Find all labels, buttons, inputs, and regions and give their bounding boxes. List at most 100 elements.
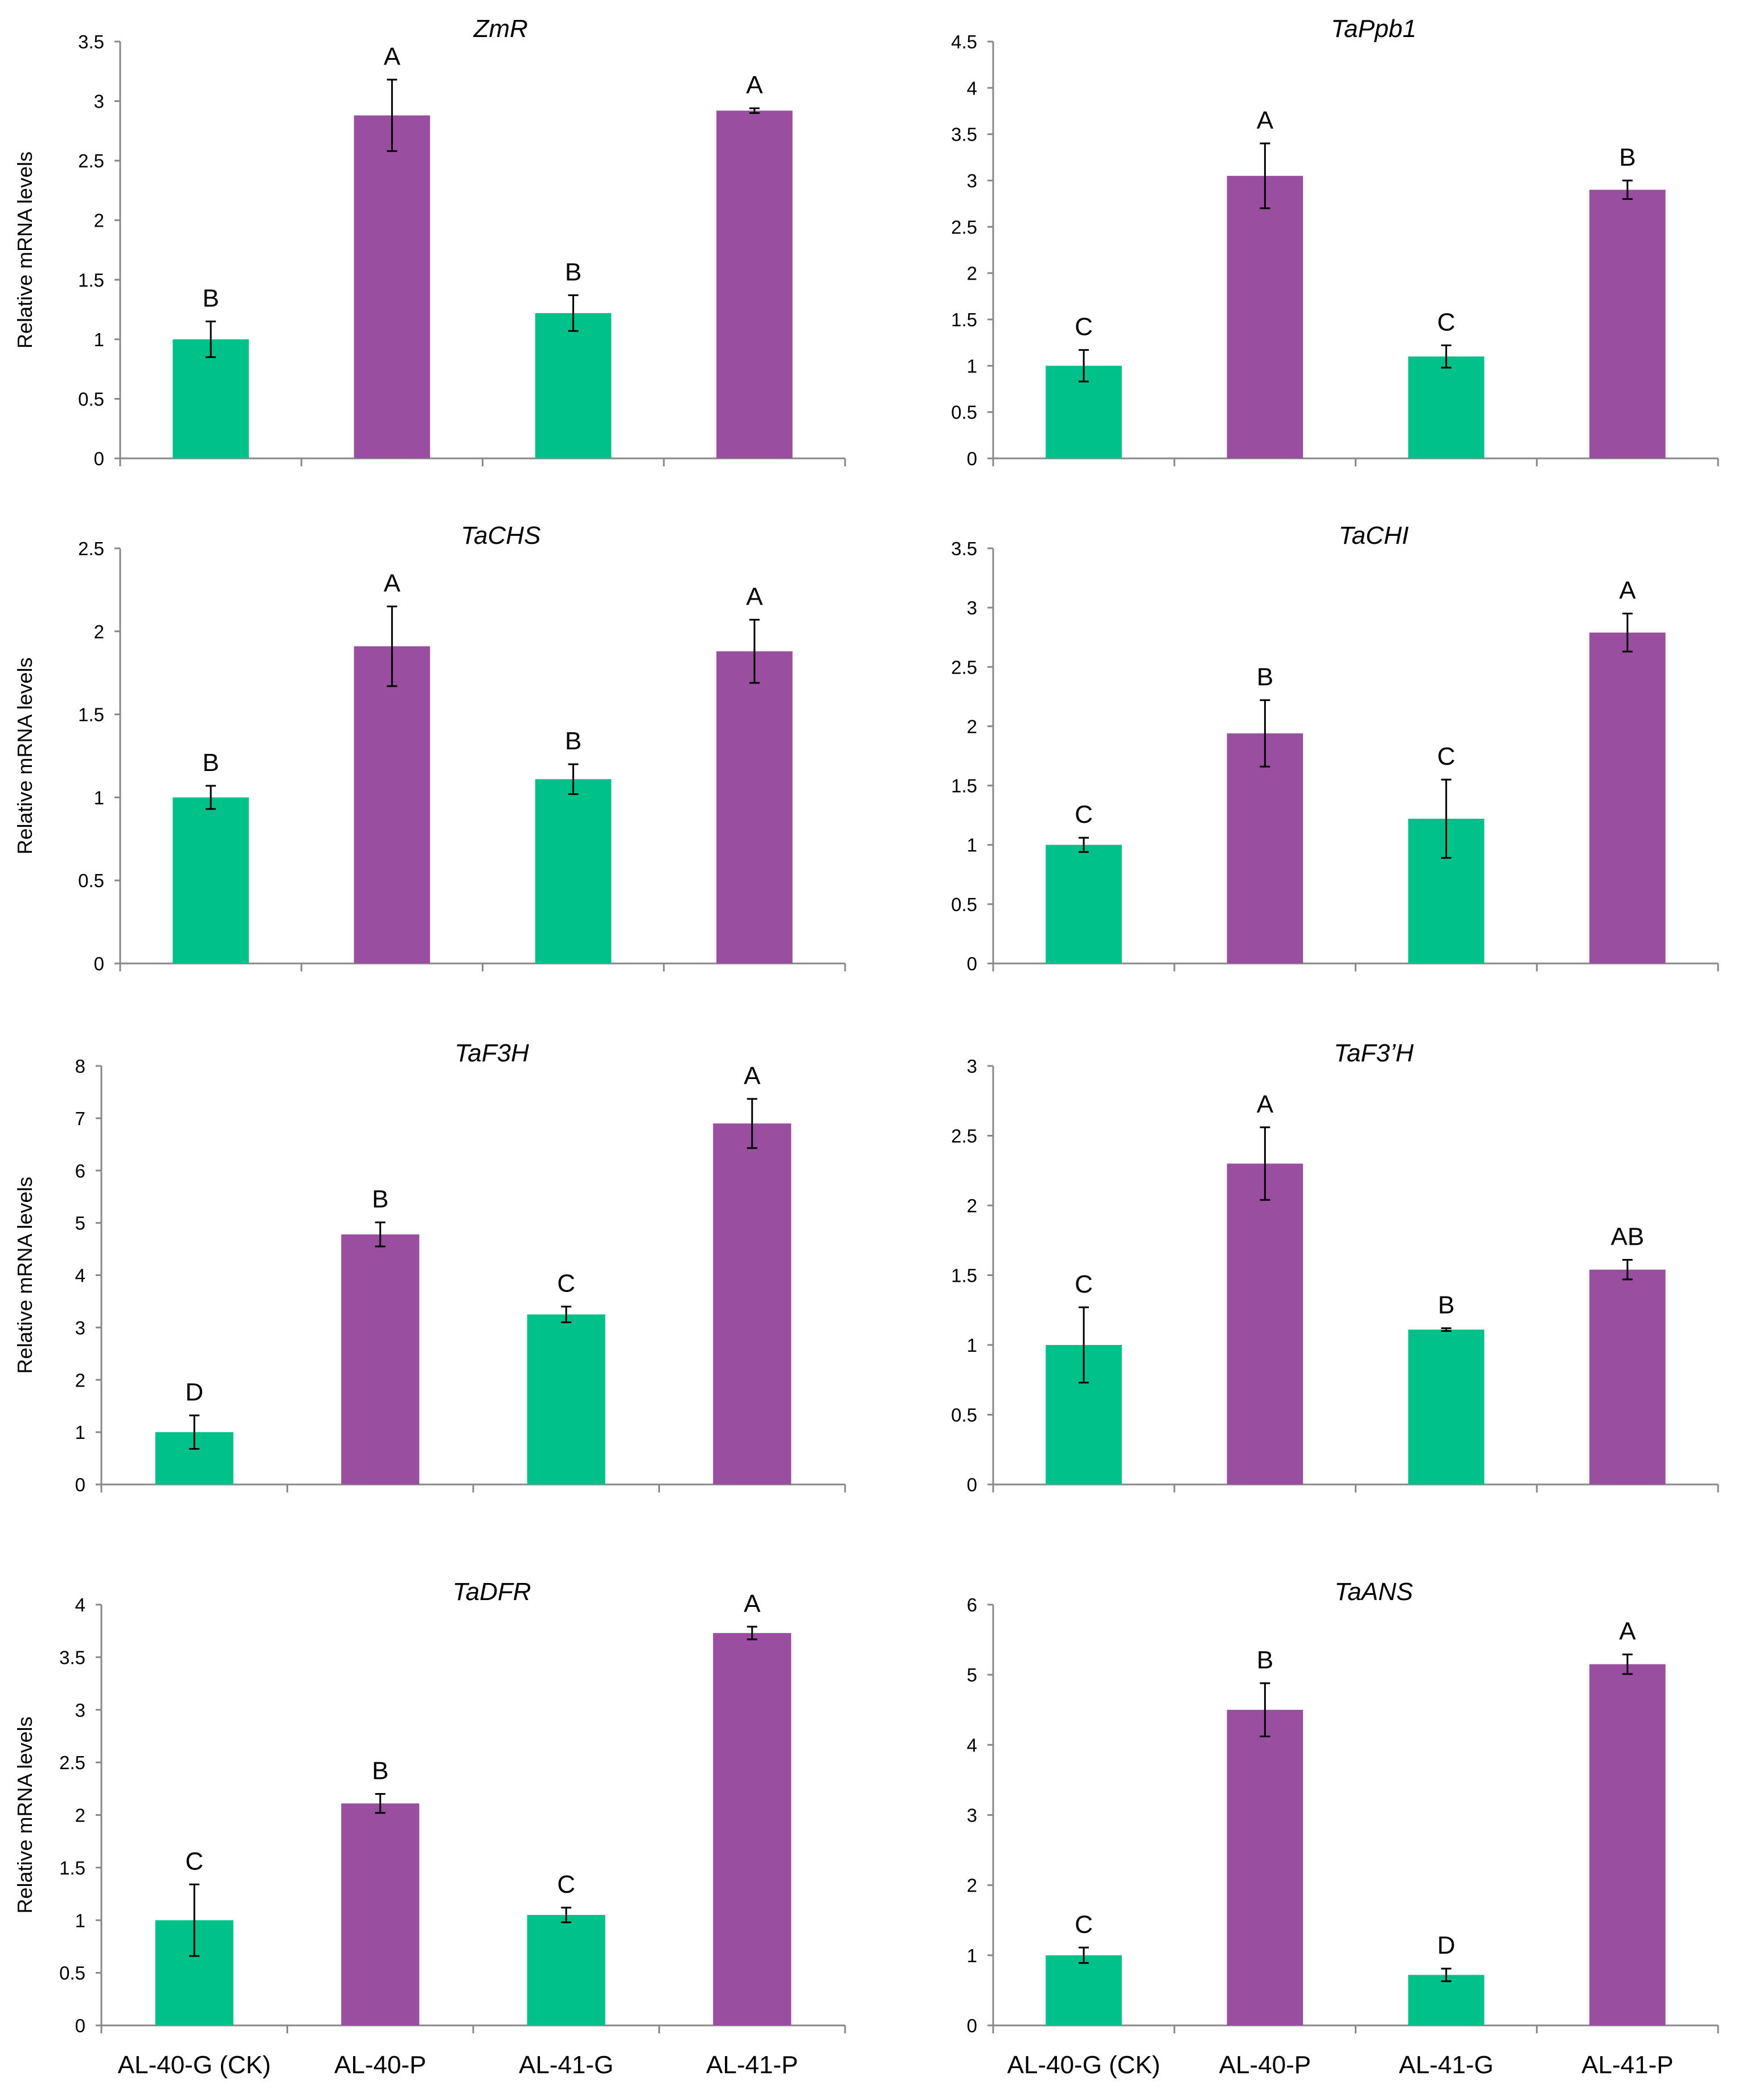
significance-letter: B [372,1757,388,1785]
bar [173,797,249,963]
bar [354,115,431,458]
y-tick-label: 0.5 [78,870,104,891]
y-tick-label: 2.5 [951,1126,977,1147]
significance-letter: A [744,1062,761,1090]
bar [716,110,793,458]
significance-letter: AB [1611,1223,1645,1251]
panel-title: TaF3H [454,1039,529,1067]
chart-panel-8: 0 1 2 3 4 5 6 C AL-40-G (CK) B AL-40-P D AL-41-G A AL-… [967,1578,1719,2079]
y-tick-label: 1 [94,329,104,350]
y-tick-label: 2 [967,1875,977,1896]
y-tick-label: 1 [967,1945,977,1966]
bar [535,313,612,458]
y-tick-label: 0 [75,2015,85,2036]
significance-letter: C [1075,801,1093,828]
category-label: AL-40-P [1219,2051,1311,2079]
significance-letter: C [1075,1910,1093,1938]
bar [173,339,249,458]
category-label: AL-41-P [706,2051,798,2079]
panel-title: TaCHS [461,522,540,549]
y-tick-label: 2 [967,716,977,737]
y-tick-label: 1.5 [78,704,104,725]
y-tick-label: 2 [75,1805,85,1826]
y-tick-label: 3 [75,1700,85,1721]
bar [1589,190,1666,458]
y-tick-label: 5 [75,1213,85,1234]
y-tick-label: 0.5 [59,1963,85,1984]
bar [341,1803,420,2025]
y-tick-label: 0.5 [951,894,977,915]
bar [1408,356,1485,458]
significance-letter: A [1257,106,1274,134]
y-tick-label: 5 [967,1664,977,1685]
bar [1589,1664,1666,2025]
category-label: AL-41-G [1399,2051,1493,2079]
bar [1227,175,1304,458]
y-tick-label: 2.5 [59,1752,85,1773]
significance-letter: B [1438,1291,1454,1319]
y-tick-label: 3 [94,91,104,112]
category-label: AL-41-G [519,2051,613,2079]
significance-letter: B [565,258,581,286]
y-tick-label: 2.5 [78,150,104,171]
bar [1589,1269,1666,1484]
significance-letter: C [557,1270,575,1298]
bar [1408,1975,1485,2025]
bar [535,779,612,963]
panel-title: TaCHI [1339,522,1409,549]
y-tick-label: 6 [967,1594,977,1615]
bar [716,651,793,963]
y-tick-label: 2 [94,210,104,231]
category-label: AL-40-G (CK) [1007,2051,1161,2079]
y-axis-label: Relative mRNA levels [13,657,36,854]
y-tick-label: 8 [75,1056,85,1077]
y-tick-label: 4 [967,77,977,99]
y-tick-label: 1.5 [951,1265,977,1286]
y-tick-label: 6 [75,1160,85,1182]
y-tick-label: 3.5 [951,124,977,145]
y-tick-label: 3 [967,170,977,191]
y-axis-label: Relative mRNA levels [13,151,36,348]
significance-letter: B [565,727,581,755]
y-tick-label: 3 [967,1805,977,1826]
y-tick-label: 4 [75,1265,85,1286]
y-tick-label: 2.5 [951,216,977,237]
y-tick-label: 1.5 [951,309,977,330]
y-tick-label: 1 [967,835,977,856]
significance-letter: B [1257,1646,1273,1674]
y-tick-label: 0.5 [951,402,977,423]
y-tick-label: 3 [75,1317,85,1338]
y-tick-label: 1.5 [78,269,104,290]
category-label: AL-40-P [334,2051,426,2079]
significance-letter: C [1437,743,1456,770]
significance-letter: C [185,1847,203,1875]
chart-panel-3: 0 0.5 1 1.5 2 2.5 B A B A TaCHS Relative mRNA level… [13,522,846,974]
category-label: AL-40-G (CK) [118,2051,271,2079]
y-tick-label: 7 [75,1108,85,1129]
significance-letter: C [1075,1270,1093,1298]
significance-letter: A [384,43,401,71]
panel-title: TaPpb1 [1331,15,1416,43]
y-tick-label: 0 [94,448,104,469]
bar [713,1123,792,1484]
y-tick-label: 0 [967,2015,977,2036]
significance-letter: D [1437,1931,1456,1959]
category-label: AL-41-P [1581,2051,1673,2079]
y-tick-label: 3.5 [78,31,104,52]
y-tick-label: 1.5 [951,776,977,797]
significance-letter: B [372,1186,388,1213]
bar [527,1915,605,2025]
y-tick-label: 3 [967,597,977,618]
y-tick-label: 3.5 [59,1647,85,1668]
y-tick-label: 1 [967,355,977,376]
y-axis-label: Relative mRNA levels [13,1176,36,1373]
y-tick-label: 3.5 [951,538,977,559]
y-tick-label: 0.5 [78,388,104,409]
y-tick-label: 2.5 [951,657,977,678]
panel-title: TaANS [1334,1578,1413,1606]
chart-panel-1: 0 0.5 1 1.5 2 2.5 3 3.5 B A B A ZmR Relative mRNA lev… [13,15,846,469]
bar [1227,1163,1304,1484]
significance-letter: A [1257,1090,1274,1118]
